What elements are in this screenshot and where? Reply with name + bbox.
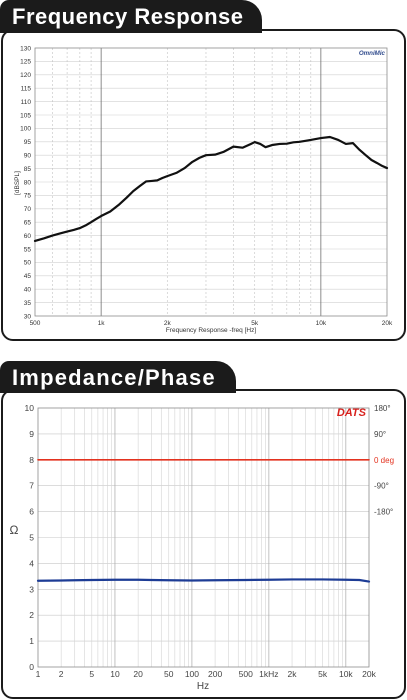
x-tick-label: 200 xyxy=(208,669,222,679)
y-axis-label: [dBSPL] xyxy=(14,171,21,195)
x-tick-label: 20 xyxy=(133,669,143,679)
frequency-response-curve xyxy=(33,135,389,243)
x-tick-label: 10k xyxy=(339,669,353,679)
y-tick-label: 1 xyxy=(29,636,34,646)
x-tick-label: 1k xyxy=(98,320,106,327)
y-tick-label: 90 xyxy=(24,152,32,159)
x-tick-label: 20k xyxy=(362,669,376,679)
x-tick-label: 2k xyxy=(164,320,172,327)
x-tick-label: 1kHz xyxy=(259,669,278,679)
y-tick-label: 85 xyxy=(24,166,32,173)
y-tick-label: 45 xyxy=(24,273,32,280)
frequency-response-header: Frequency Response xyxy=(0,0,262,33)
x-tick-label: 500 xyxy=(30,320,41,327)
y-tick-label: 70 xyxy=(24,206,32,213)
y-tick-label: 115 xyxy=(21,85,32,92)
x-tick-label: 2k xyxy=(288,669,298,679)
y-tick-label: 0 xyxy=(29,662,34,672)
plot-frame xyxy=(34,47,388,317)
y-axis-label: Ω xyxy=(10,523,19,537)
y-tick-label: 125 xyxy=(20,59,31,66)
x-tick-label: 50 xyxy=(164,669,174,679)
y-tick-label: 5 xyxy=(29,532,34,542)
y-tick-label: 60 xyxy=(24,233,32,240)
y-tick-label: 75 xyxy=(24,193,32,200)
impedance-curve xyxy=(36,578,371,583)
phase-tick-label: 180° xyxy=(374,404,391,413)
x-tick-label: 10k xyxy=(316,320,327,327)
x-axis-label: Hz xyxy=(197,681,209,692)
x-tick-label: 100 xyxy=(185,669,199,679)
frequency-response-title: Frequency Response xyxy=(12,4,244,29)
y-tick-label: 4 xyxy=(29,558,34,568)
y-tick-label: 65 xyxy=(24,219,32,226)
x-tick-label: 5k xyxy=(251,320,259,327)
y-tick-label: 6 xyxy=(29,507,34,517)
x-tick-label: 2 xyxy=(59,669,64,679)
y-tick-label: 2 xyxy=(29,610,34,620)
y-tick-label: 10 xyxy=(25,403,35,413)
y-tick-label: 55 xyxy=(24,246,32,253)
y-tick-label: 110 xyxy=(21,99,32,106)
y-tick-label: 35 xyxy=(24,300,32,307)
x-tick-label: 5k xyxy=(318,669,328,679)
phase-tick-label: -180° xyxy=(374,508,393,517)
y-tick-label: 40 xyxy=(24,286,32,293)
y-tick-label: 3 xyxy=(29,584,34,594)
x-tick-label: 500 xyxy=(239,669,253,679)
y-tick-label: 105 xyxy=(20,112,31,119)
x-tick-label: 1 xyxy=(36,669,41,679)
y-tick-label: 8 xyxy=(29,455,34,465)
dats-watermark: DATS xyxy=(337,407,367,419)
y-tick-label: 100 xyxy=(20,126,31,133)
x-tick-label: 20k xyxy=(382,320,393,327)
x-tick-label: 10 xyxy=(110,669,120,679)
x-tick-label: 5 xyxy=(89,669,94,679)
y-tick-label: 7 xyxy=(29,481,34,491)
y-tick-label: 80 xyxy=(24,179,32,186)
plot-frame xyxy=(37,407,370,668)
omnimic-watermark: OmniMic xyxy=(359,50,386,57)
y-tick-label: 30 xyxy=(24,313,32,320)
frequency-response-chart: 30 35 40 45 50 55 60 65 70 75 80 85 90 95 100 105 110 115… xyxy=(14,45,393,334)
y-tick-label: 50 xyxy=(24,260,32,267)
phase-tick-label: 0 deg xyxy=(374,456,394,465)
y-tick-label: 130 xyxy=(20,45,31,52)
phase-tick-label: -90° xyxy=(374,482,389,491)
impedance-phase-title: Impedance/Phase xyxy=(12,364,216,390)
phase-tick-label: 90° xyxy=(374,430,386,439)
impedance-phase-header: Impedance/Phase xyxy=(0,361,236,393)
x-axis-label: Frequency Response -freq [Hz] xyxy=(166,327,257,334)
y-tick-label: 120 xyxy=(20,72,31,79)
y-tick-label: 9 xyxy=(29,429,34,439)
y-tick-label: 95 xyxy=(24,139,32,146)
